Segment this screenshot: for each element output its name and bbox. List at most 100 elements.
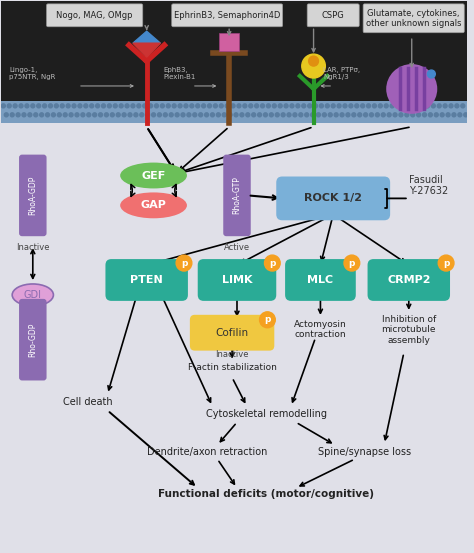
Text: Cell death: Cell death bbox=[63, 398, 113, 408]
Circle shape bbox=[266, 104, 270, 108]
Circle shape bbox=[110, 113, 114, 117]
Circle shape bbox=[187, 113, 191, 117]
Circle shape bbox=[104, 113, 109, 117]
Circle shape bbox=[378, 104, 383, 108]
Circle shape bbox=[184, 104, 188, 108]
Circle shape bbox=[293, 113, 297, 117]
Circle shape bbox=[290, 104, 294, 108]
Polygon shape bbox=[133, 43, 160, 57]
Circle shape bbox=[419, 104, 423, 108]
Text: PTEN: PTEN bbox=[130, 275, 163, 285]
Circle shape bbox=[72, 104, 76, 108]
Circle shape bbox=[175, 113, 179, 117]
Circle shape bbox=[428, 113, 432, 117]
Circle shape bbox=[25, 104, 29, 108]
Circle shape bbox=[181, 113, 185, 117]
Circle shape bbox=[346, 113, 350, 117]
FancyBboxPatch shape bbox=[307, 4, 359, 27]
Circle shape bbox=[264, 255, 280, 271]
Circle shape bbox=[322, 113, 326, 117]
Text: CSPG: CSPG bbox=[322, 11, 345, 20]
Text: p: p bbox=[264, 315, 271, 324]
Ellipse shape bbox=[120, 192, 187, 218]
Circle shape bbox=[234, 113, 238, 117]
Circle shape bbox=[402, 104, 406, 108]
Circle shape bbox=[428, 70, 435, 78]
Circle shape bbox=[16, 113, 20, 117]
Circle shape bbox=[36, 104, 41, 108]
Circle shape bbox=[155, 104, 158, 108]
Circle shape bbox=[417, 113, 420, 117]
Circle shape bbox=[116, 113, 120, 117]
Text: Active: Active bbox=[224, 243, 250, 252]
FancyBboxPatch shape bbox=[19, 155, 46, 236]
Circle shape bbox=[364, 113, 367, 117]
Circle shape bbox=[55, 104, 58, 108]
Text: Actomyosin
contraction: Actomyosin contraction bbox=[294, 320, 347, 339]
Circle shape bbox=[125, 104, 129, 108]
Circle shape bbox=[63, 113, 67, 117]
Circle shape bbox=[137, 104, 141, 108]
Circle shape bbox=[414, 104, 418, 108]
Circle shape bbox=[164, 113, 167, 117]
Circle shape bbox=[399, 113, 403, 117]
FancyBboxPatch shape bbox=[19, 299, 46, 380]
Text: p: p bbox=[269, 259, 275, 268]
Bar bbox=[1, 2, 467, 109]
Circle shape bbox=[361, 104, 365, 108]
Ellipse shape bbox=[386, 64, 437, 114]
Circle shape bbox=[260, 312, 275, 328]
Circle shape bbox=[278, 104, 282, 108]
Circle shape bbox=[131, 104, 135, 108]
Text: p: p bbox=[349, 259, 355, 268]
Circle shape bbox=[213, 104, 218, 108]
FancyBboxPatch shape bbox=[276, 176, 390, 220]
Bar bbox=[1, 101, 467, 123]
Circle shape bbox=[261, 104, 264, 108]
Circle shape bbox=[273, 104, 276, 108]
Text: ROCK 1/2: ROCK 1/2 bbox=[304, 194, 362, 204]
Circle shape bbox=[284, 104, 288, 108]
Circle shape bbox=[246, 113, 250, 117]
Circle shape bbox=[243, 104, 247, 108]
Text: GAP: GAP bbox=[141, 200, 166, 210]
Text: Inactive: Inactive bbox=[16, 243, 50, 252]
FancyBboxPatch shape bbox=[46, 4, 143, 27]
Circle shape bbox=[455, 104, 459, 108]
Circle shape bbox=[340, 113, 344, 117]
Circle shape bbox=[255, 104, 259, 108]
Circle shape bbox=[308, 104, 311, 108]
Circle shape bbox=[302, 104, 306, 108]
Circle shape bbox=[328, 113, 332, 117]
Circle shape bbox=[349, 104, 353, 108]
Circle shape bbox=[160, 104, 164, 108]
Circle shape bbox=[1, 104, 5, 108]
Circle shape bbox=[113, 104, 117, 108]
Circle shape bbox=[373, 104, 376, 108]
Circle shape bbox=[219, 104, 223, 108]
Circle shape bbox=[193, 113, 197, 117]
Circle shape bbox=[317, 113, 320, 117]
Circle shape bbox=[84, 104, 88, 108]
Circle shape bbox=[434, 113, 438, 117]
Circle shape bbox=[237, 104, 241, 108]
Circle shape bbox=[69, 113, 73, 117]
Circle shape bbox=[66, 104, 70, 108]
Circle shape bbox=[431, 104, 435, 108]
FancyBboxPatch shape bbox=[285, 259, 356, 301]
Text: Glutamate, cytokines,
other unknown signals: Glutamate, cytokines, other unknown sign… bbox=[366, 9, 462, 28]
Circle shape bbox=[366, 104, 371, 108]
Circle shape bbox=[422, 113, 427, 117]
Circle shape bbox=[458, 113, 462, 117]
Circle shape bbox=[352, 113, 356, 117]
Circle shape bbox=[222, 113, 226, 117]
Circle shape bbox=[281, 113, 285, 117]
Circle shape bbox=[146, 113, 150, 117]
Ellipse shape bbox=[12, 284, 54, 306]
Circle shape bbox=[149, 104, 153, 108]
Circle shape bbox=[302, 54, 325, 78]
Circle shape bbox=[216, 113, 220, 117]
FancyBboxPatch shape bbox=[172, 4, 283, 27]
Circle shape bbox=[13, 104, 17, 108]
Circle shape bbox=[57, 113, 61, 117]
